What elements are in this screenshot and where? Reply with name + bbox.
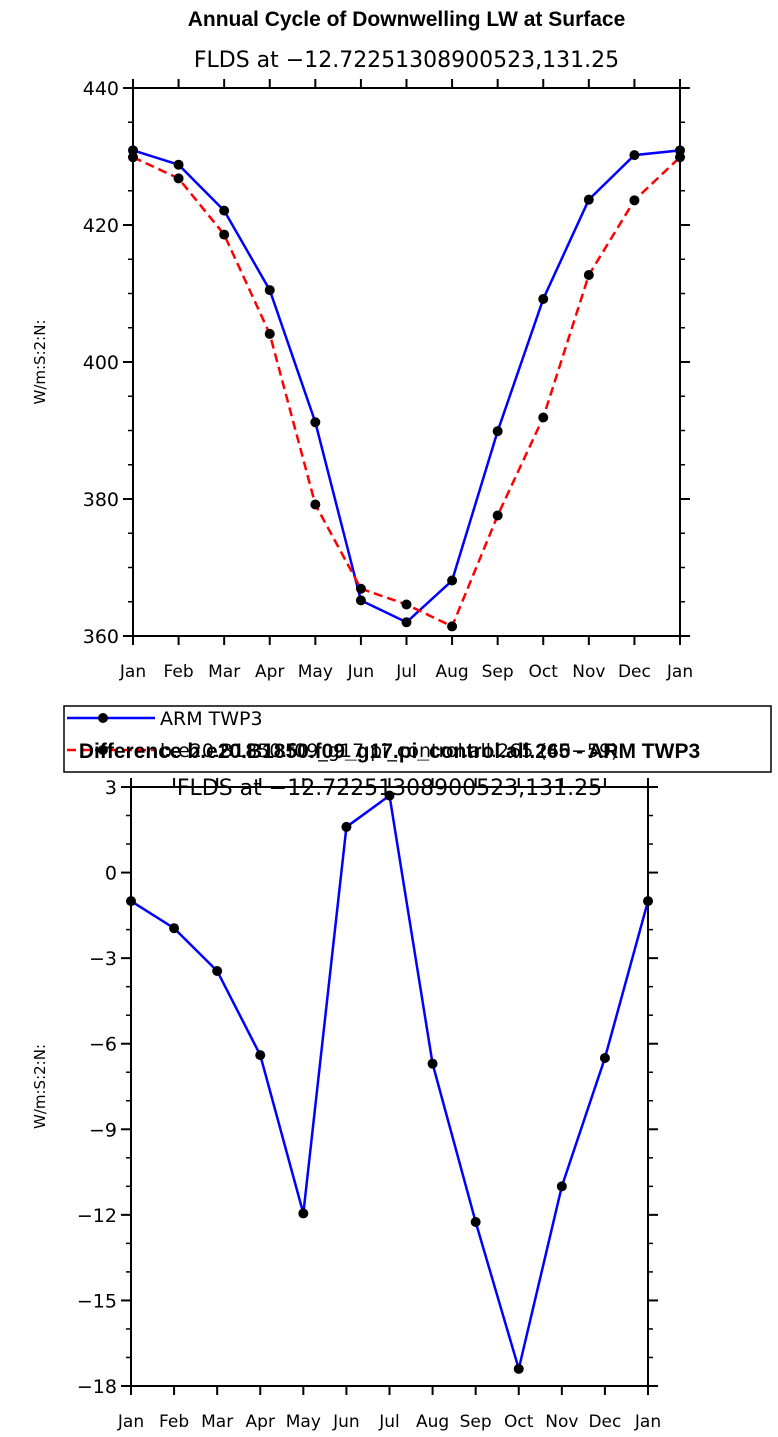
x-tick-label: Sep	[460, 1412, 492, 1432]
data-point	[538, 412, 549, 423]
x-tick-label: Feb	[164, 662, 194, 682]
y-tick-label: −12	[77, 1205, 117, 1227]
data-point	[173, 159, 184, 170]
y-tick-label: −6	[89, 1034, 117, 1056]
legend-label-1: b.e20.B1850.f09_g17.pi_control.all.265 (…	[160, 740, 618, 762]
y-tick-label: 440	[83, 78, 119, 100]
series-line-0	[130, 793, 650, 1374]
x-tick-label: Jun	[347, 662, 375, 682]
y-tick-label: 400	[83, 352, 119, 374]
y-axis-label: W/m:S:2:N:	[31, 320, 49, 405]
data-point	[255, 1050, 266, 1061]
x-tick-label: Aug	[435, 662, 468, 682]
data-point	[126, 896, 136, 907]
y-tick-label: 0	[105, 863, 117, 885]
y-tick-label: −9	[89, 1119, 117, 1141]
data-point	[538, 293, 549, 304]
x-tick-label: Oct	[504, 1412, 534, 1432]
y-tick-label: 3	[105, 777, 117, 799]
data-point	[212, 965, 223, 976]
x-tick-label: Dec	[588, 1412, 621, 1432]
x-tick-label: Mar	[208, 662, 240, 682]
x-tick-label: Nov	[572, 662, 605, 682]
plot-frame	[130, 786, 649, 1387]
x-tick-label: Feb	[159, 1412, 189, 1432]
data-point	[128, 152, 138, 163]
data-point	[583, 194, 594, 205]
data-point	[384, 790, 395, 801]
series-line-0	[132, 149, 681, 624]
legend-label-0: ARM TWP3	[160, 708, 263, 730]
x-tick-label: Jan	[666, 662, 693, 682]
data-point	[583, 270, 594, 281]
data-point	[401, 599, 412, 610]
data-point	[264, 285, 275, 296]
x-tick-label: Dec	[618, 662, 651, 682]
x-tick-label: Nov	[545, 1412, 578, 1432]
data-point	[219, 229, 230, 240]
annual-cycle-plot: Annual Cycle of Downwelling LW at Surfac…	[31, 8, 693, 682]
data-point	[128, 145, 138, 156]
legend-box	[63, 705, 772, 773]
x-tick-label: Apr	[246, 1412, 275, 1432]
data-point	[169, 923, 180, 934]
data-point	[219, 205, 230, 216]
legend: ARM TWP3 b.e20.B1850.f09_g17.pi_control.a…	[63, 705, 772, 773]
y-tick-label: 380	[83, 489, 119, 511]
y-tick-label: 420	[83, 215, 119, 237]
data-point	[629, 150, 640, 161]
y-tick-label: −3	[89, 948, 117, 970]
x-tick-label: Oct	[529, 662, 559, 682]
y-tick-label: −18	[77, 1376, 117, 1398]
data-point	[355, 595, 366, 606]
data-point	[173, 173, 184, 184]
y-axis-label: W/m:S:2:N:	[31, 1044, 49, 1129]
data-point	[492, 510, 503, 521]
x-tick-label: Jul	[378, 1412, 400, 1432]
data-point	[310, 499, 321, 510]
chart-subtitle: FLDS at −12.72251308900523,131.25	[194, 48, 619, 73]
data-point	[447, 575, 458, 586]
data-point	[341, 821, 352, 832]
data-point	[675, 152, 685, 163]
series-line-1	[132, 156, 681, 629]
chart-title: Annual Cycle of Downwelling LW at Surfac…	[188, 8, 626, 31]
data-point	[355, 583, 366, 594]
legend-marker	[98, 745, 108, 755]
x-tick-label: Mar	[201, 1412, 233, 1432]
data-point	[401, 617, 412, 628]
difference-plot: Difference b.e20.B1850.f09_g17.pi_contro…	[31, 740, 700, 1432]
plot-frame	[132, 87, 681, 637]
y-tick-label: 360	[83, 626, 119, 648]
x-tick-label: Jun	[332, 1412, 360, 1432]
data-point	[599, 1052, 610, 1063]
x-tick-label: Jan	[634, 1412, 661, 1432]
data-point	[264, 328, 275, 339]
y-tick-label: −15	[77, 1290, 117, 1312]
data-point	[643, 896, 653, 907]
x-tick-label: Apr	[255, 662, 284, 682]
x-tick-label: Jul	[395, 662, 417, 682]
data-point	[492, 426, 503, 437]
legend-marker	[98, 713, 108, 723]
data-point	[298, 1208, 309, 1219]
x-tick-label: Jan	[119, 662, 146, 682]
data-point	[629, 195, 640, 206]
data-point	[427, 1058, 438, 1069]
data-point	[556, 1181, 567, 1192]
data-point	[513, 1363, 524, 1374]
x-tick-label: May	[286, 1412, 321, 1432]
x-tick-label: Sep	[482, 662, 514, 682]
data-point	[675, 145, 685, 156]
x-tick-label: Aug	[416, 1412, 449, 1432]
data-point	[447, 621, 458, 632]
data-point	[310, 417, 321, 428]
x-tick-label: May	[298, 662, 333, 682]
x-tick-label: Jan	[117, 1412, 144, 1432]
chart-title: Difference b.e20.B1850.f09_g17.pi_contro…	[79, 740, 700, 763]
data-point	[470, 1216, 481, 1227]
